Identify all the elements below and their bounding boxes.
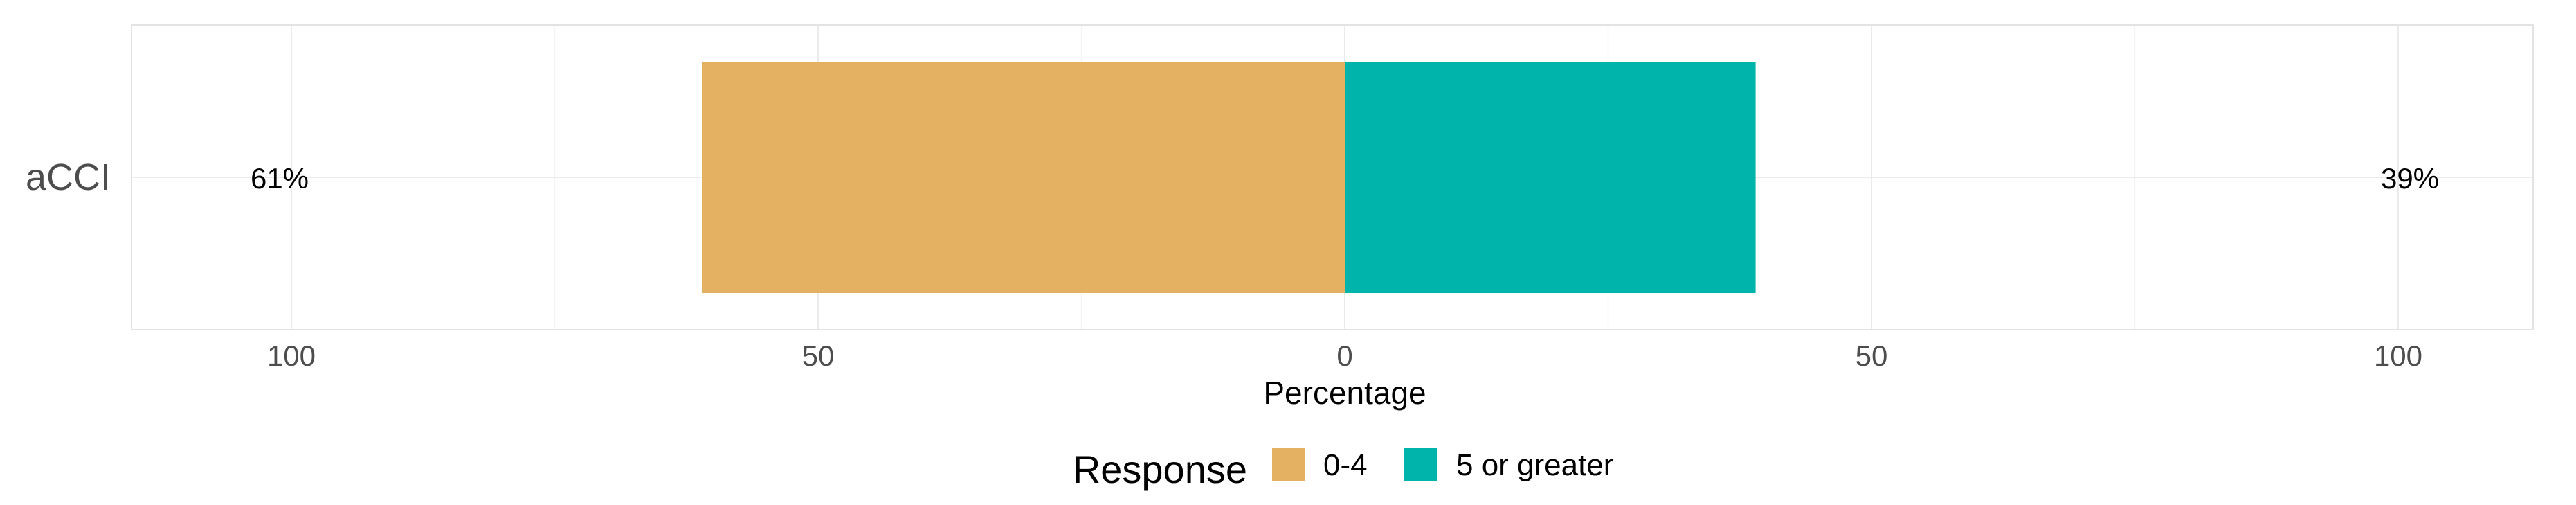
percent-label-left: 61% bbox=[251, 162, 309, 195]
bar-low bbox=[702, 62, 1345, 293]
legend-key-low bbox=[1272, 448, 1305, 481]
bar-high bbox=[1345, 62, 1756, 293]
legend-title: Response bbox=[1073, 448, 1247, 491]
x-tick-label: 100 bbox=[2374, 339, 2422, 372]
x-axis-title: Percentage bbox=[1263, 375, 1426, 411]
x-tick-label: 50 bbox=[802, 339, 835, 372]
legend-label: 5 or greater bbox=[1456, 448, 1613, 482]
y-category-label: aCCI bbox=[26, 157, 111, 198]
x-tick-label: 50 bbox=[1856, 339, 1888, 372]
legend-key-high bbox=[1404, 448, 1437, 481]
bars bbox=[702, 62, 1756, 293]
x-axis-tick-labels: 100 50 0 50 100 bbox=[267, 339, 2422, 372]
panel-border bbox=[131, 24, 2534, 330]
x-tick-label: 0 bbox=[1336, 339, 1352, 372]
x-tick-label: 100 bbox=[267, 339, 316, 372]
panel-frame bbox=[131, 24, 2534, 330]
percent-labels: 61% 39% bbox=[251, 162, 2439, 195]
legend: Response 0-4 5 or greater bbox=[1073, 448, 1614, 491]
y-axis-labels: aCCI bbox=[26, 157, 111, 198]
percent-label-right: 39% bbox=[2381, 162, 2439, 195]
legend-label: 0-4 bbox=[1323, 448, 1368, 482]
